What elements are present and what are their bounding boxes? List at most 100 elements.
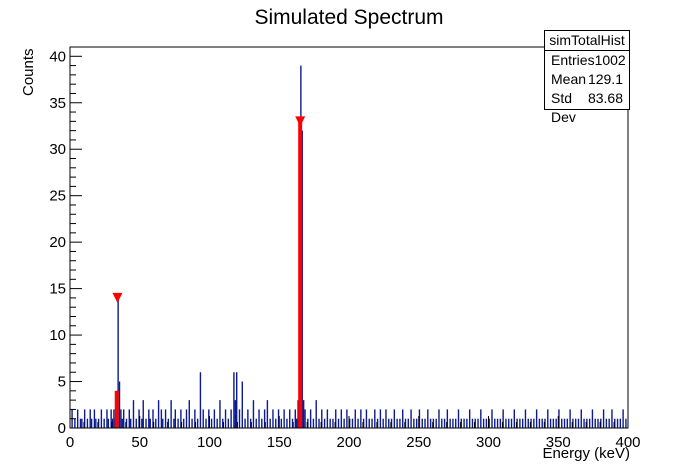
histogram-bin bbox=[402, 409, 404, 428]
histogram-bin bbox=[468, 409, 471, 428]
histogram-bin bbox=[286, 418, 288, 428]
histogram-bin bbox=[510, 418, 513, 428]
histogram-bin bbox=[180, 409, 182, 428]
histogram-bin bbox=[177, 418, 179, 428]
histogram-bin bbox=[76, 409, 79, 428]
histogram-bin bbox=[388, 418, 390, 428]
histogram-bin bbox=[289, 409, 291, 428]
histogram-bin bbox=[496, 418, 499, 428]
histogram-bin bbox=[376, 418, 379, 428]
histogram-bin bbox=[616, 418, 619, 428]
histogram-bin bbox=[182, 418, 185, 428]
histogram-bin bbox=[594, 418, 596, 428]
histogram-bin bbox=[591, 409, 594, 428]
histogram-bin bbox=[625, 418, 627, 428]
histogram-bin bbox=[162, 418, 164, 428]
histogram-bin bbox=[213, 409, 216, 428]
y-tick-label: 5 bbox=[58, 374, 66, 391]
stats-row-mean: Mean 129.1 bbox=[545, 70, 629, 89]
histogram-bin bbox=[128, 409, 130, 428]
stats-value: 83.68 bbox=[587, 90, 623, 106]
histogram-bin bbox=[261, 418, 263, 428]
histogram-bin bbox=[586, 418, 588, 428]
x-tick-label: 200 bbox=[336, 434, 361, 451]
histogram-bin bbox=[488, 418, 490, 428]
histogram-bin bbox=[365, 409, 368, 428]
histogram-bin bbox=[622, 409, 624, 428]
x-tick-label: 400 bbox=[615, 434, 640, 451]
histogram-bin bbox=[283, 409, 285, 428]
histogram-bin bbox=[291, 418, 294, 428]
histogram-bin bbox=[93, 409, 96, 428]
y-tick-label: 35 bbox=[49, 95, 66, 112]
histogram-bin bbox=[312, 418, 315, 428]
histogram-bin bbox=[608, 418, 610, 428]
histogram-bin bbox=[538, 418, 541, 428]
histogram-bin bbox=[307, 418, 309, 428]
histogram-bin bbox=[552, 418, 555, 428]
histogram-bin bbox=[614, 418, 616, 428]
histogram-bin bbox=[396, 418, 398, 428]
histogram-bin bbox=[351, 418, 354, 428]
histogram-bin bbox=[167, 418, 170, 428]
histogram-bin bbox=[494, 418, 496, 428]
histogram-bin bbox=[379, 409, 382, 428]
histogram-bin bbox=[141, 418, 143, 428]
histogram-bin bbox=[160, 409, 163, 428]
histogram-bin bbox=[432, 418, 435, 428]
histogram-bin bbox=[346, 409, 348, 428]
stats-value: 129.1 bbox=[587, 71, 623, 87]
stats-title: simTotalHist bbox=[545, 31, 629, 51]
histogram-bin bbox=[332, 418, 334, 428]
histogram-bin bbox=[97, 418, 100, 428]
histogram-bin bbox=[125, 418, 128, 428]
histogram-bin bbox=[277, 409, 280, 428]
histogram-bin bbox=[255, 418, 257, 428]
histogram-bin bbox=[110, 409, 112, 428]
histogram-bin bbox=[583, 418, 585, 428]
histogram-bin bbox=[574, 418, 577, 428]
histogram-bin bbox=[597, 418, 599, 428]
histogram-bin bbox=[441, 418, 443, 428]
histogram-bin bbox=[418, 409, 421, 428]
histogram-bin bbox=[390, 418, 393, 428]
y-tick-label: 20 bbox=[49, 234, 66, 251]
histogram-bin bbox=[224, 409, 227, 428]
histogram-bin bbox=[474, 418, 476, 428]
histogram-bin bbox=[233, 372, 235, 428]
histogram-bin bbox=[337, 418, 340, 428]
histogram-bin bbox=[170, 400, 172, 428]
histogram-bin bbox=[569, 409, 571, 428]
x-tick-label: 50 bbox=[131, 434, 148, 451]
histogram-bin bbox=[410, 409, 412, 428]
y-tick-label: 0 bbox=[58, 420, 66, 437]
histogram-bin bbox=[252, 400, 255, 428]
histogram-bin bbox=[295, 418, 298, 428]
histogram-bin bbox=[443, 418, 446, 428]
histogram-bin bbox=[323, 418, 326, 428]
histogram-bin bbox=[222, 418, 224, 428]
histogram-bin bbox=[185, 409, 188, 428]
histogram-bin bbox=[148, 409, 150, 428]
histogram-bin bbox=[471, 418, 474, 428]
histogram-bin bbox=[149, 418, 151, 428]
histogram-bin bbox=[199, 372, 202, 428]
histogram-bin bbox=[547, 409, 549, 428]
stats-label: Std Dev bbox=[551, 90, 576, 125]
histogram-bin bbox=[491, 409, 493, 428]
histogram-bin bbox=[129, 418, 132, 428]
histogram-bin bbox=[577, 418, 580, 428]
histogram-bin bbox=[619, 418, 622, 428]
histogram-bin bbox=[349, 418, 351, 428]
histogram-bin bbox=[191, 418, 193, 428]
histogram-bin bbox=[561, 418, 563, 428]
y-tick-label: 30 bbox=[49, 141, 66, 158]
stats-label: Mean bbox=[551, 71, 587, 87]
histogram-bin bbox=[508, 418, 510, 428]
histogram-bin bbox=[210, 418, 213, 428]
histogram-bin bbox=[174, 409, 177, 428]
histogram-bin bbox=[399, 418, 401, 428]
histogram-bin bbox=[107, 418, 110, 428]
histogram-bin bbox=[544, 418, 546, 428]
